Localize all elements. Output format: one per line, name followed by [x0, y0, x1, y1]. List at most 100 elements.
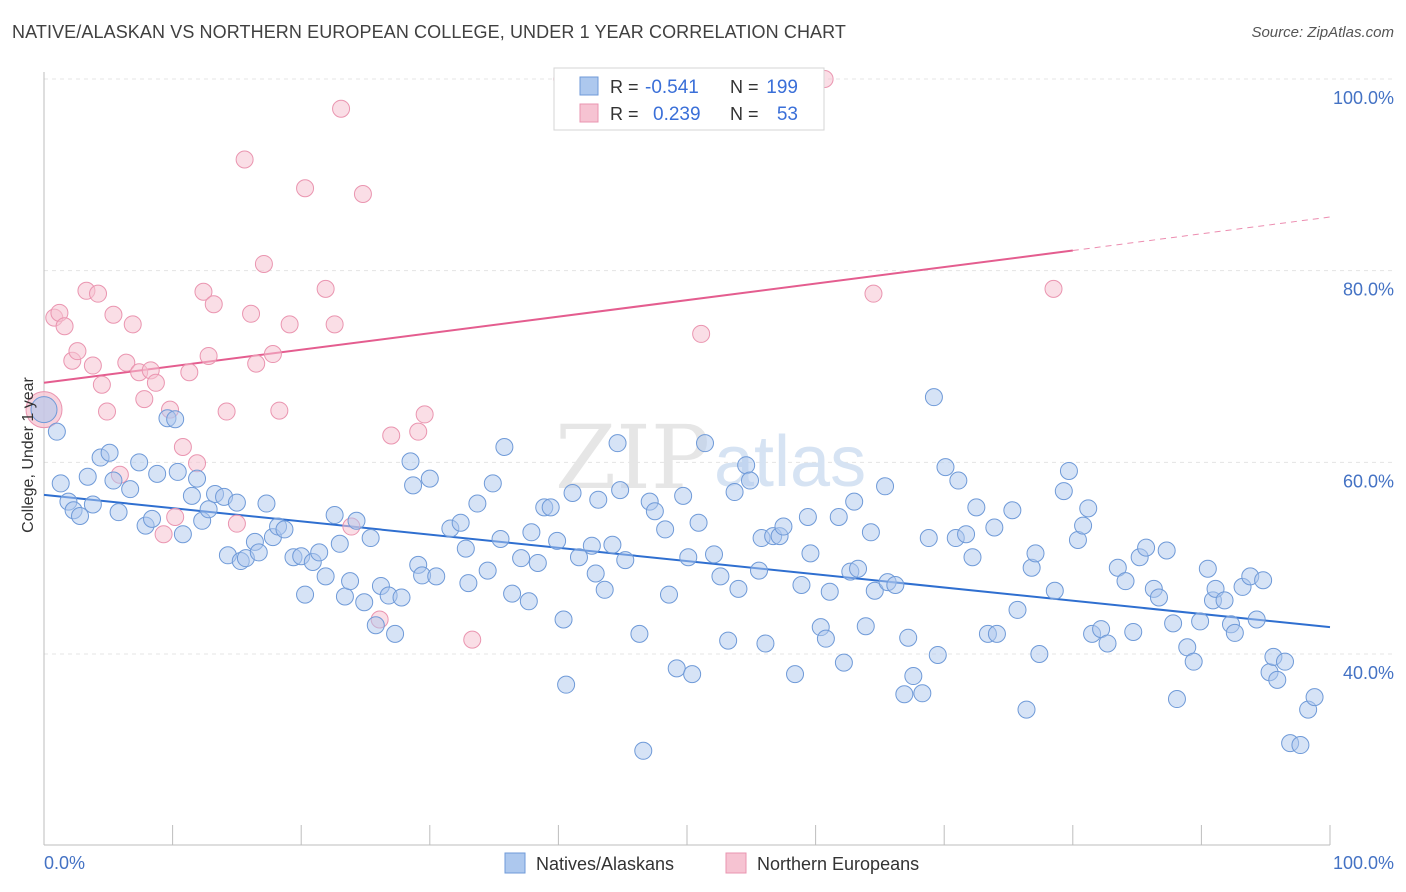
- point-natives-alaskans: [1268, 670, 1287, 689]
- point-natives-alaskans: [563, 484, 582, 502]
- point-natives-alaskans: [729, 579, 748, 598]
- bottom-legend-label-northern: Northern Europeans: [757, 854, 919, 874]
- point-natives-alaskans: [1275, 652, 1294, 671]
- x-tick-label-max: 100.0%: [1333, 853, 1394, 873]
- point-natives-alaskans: [1215, 591, 1234, 610]
- point-natives-alaskans: [1026, 544, 1045, 563]
- point-natives-alaskans: [861, 523, 880, 542]
- x-tick-label-min: 0.0%: [44, 853, 85, 873]
- point-northern-europeans: [123, 315, 142, 334]
- point-natives-alaskans: [109, 503, 128, 522]
- point-natives-alaskans: [83, 495, 102, 514]
- point-natives-alaskans: [1167, 690, 1186, 709]
- point-natives-alaskans: [1157, 541, 1176, 560]
- point-natives-alaskans: [249, 543, 268, 562]
- point-natives-alaskans: [330, 534, 349, 553]
- point-natives-alaskans: [316, 567, 335, 586]
- point-northern-europeans: [296, 179, 315, 198]
- point-natives-alaskans: [275, 520, 294, 539]
- point-natives-alaskans: [816, 629, 835, 648]
- point-northern-europeans: [180, 363, 199, 382]
- point-natives-alaskans: [1191, 612, 1210, 631]
- point-natives-alaskans: [548, 531, 567, 550]
- point-natives-alaskans: [798, 507, 817, 526]
- point-natives-alaskans: [148, 464, 167, 483]
- point-natives-alaskans: [427, 567, 446, 586]
- point-natives-alaskans: [557, 675, 576, 694]
- chart-source: Source: ZipAtlas.com: [1251, 24, 1394, 41]
- point-northern-europeans: [1044, 279, 1063, 298]
- legend-swatch-pink: [579, 103, 599, 123]
- point-natives-alaskans: [335, 587, 354, 606]
- point-northern-europeans: [166, 507, 185, 526]
- point-northern-europeans: [194, 282, 213, 301]
- point-natives-alaskans: [820, 582, 839, 601]
- point-natives-alaskans: [679, 548, 698, 567]
- point-natives-alaskans: [895, 685, 914, 704]
- bottom-legend-swatch-blue: [504, 852, 526, 874]
- point-northern-europeans: [463, 630, 482, 649]
- point-natives-alaskans: [168, 462, 187, 481]
- point-natives-alaskans: [143, 509, 162, 528]
- point-natives-alaskans: [634, 741, 653, 760]
- point-natives-alaskans: [355, 593, 374, 612]
- point-natives-alaskans: [1054, 482, 1073, 501]
- point-northern-europeans: [864, 284, 883, 303]
- point-natives-alaskans: [341, 572, 360, 591]
- point-natives-alaskans: [1124, 622, 1143, 641]
- point-natives-alaskans: [849, 559, 868, 578]
- point-northern-europeans: [415, 405, 434, 424]
- point-natives-alaskans: [876, 477, 895, 496]
- point-natives-alaskans: [886, 576, 905, 594]
- point-natives-alaskans: [361, 529, 380, 548]
- legend-n-label-2: N =: [730, 104, 759, 124]
- point-natives-alaskans: [1254, 571, 1273, 590]
- point-natives-alaskans: [936, 458, 955, 477]
- y-axis-tick-labels: 40.0% 60.0% 80.0% 100.0%: [1333, 88, 1394, 683]
- point-natives-alaskans: [1008, 600, 1027, 619]
- legend-frame: [553, 67, 825, 131]
- point-natives-alaskans: [1184, 652, 1203, 671]
- point-natives-alaskans: [696, 434, 715, 453]
- point-natives-alaskans: [928, 645, 947, 664]
- point-northern-europeans: [98, 402, 117, 421]
- point-northern-europeans: [83, 356, 102, 375]
- point-northern-europeans: [325, 315, 344, 334]
- point-natives-alaskans: [1003, 501, 1022, 520]
- point-northern-europeans: [353, 185, 372, 203]
- point-natives-alaskans: [386, 624, 405, 643]
- point-natives-alaskans: [924, 388, 943, 407]
- point-natives-alaskans: [1305, 688, 1324, 707]
- point-northern-europeans: [316, 279, 335, 298]
- point-natives-alaskans: [459, 574, 478, 593]
- point-northern-europeans: [217, 402, 236, 421]
- point-natives-alaskans: [51, 474, 70, 493]
- point-northern-europeans: [263, 345, 282, 364]
- point-northern-europeans: [409, 422, 428, 441]
- point-natives-alaskans: [985, 518, 1004, 537]
- point-northern-europeans: [188, 454, 207, 473]
- point-natives-alaskans: [659, 585, 678, 604]
- point-natives-alaskans: [554, 610, 573, 629]
- point-natives-alaskans: [963, 548, 982, 567]
- point-natives-alaskans: [1247, 610, 1266, 629]
- point-natives-alaskans: [608, 434, 627, 453]
- point-natives-alaskans: [78, 467, 97, 486]
- point-northern-europeans: [55, 317, 74, 336]
- point-natives-alaskans: [586, 564, 605, 583]
- point-natives-alaskans: [1108, 558, 1127, 577]
- point-natives-alaskans: [296, 585, 315, 604]
- point-natives-alaskans: [801, 544, 820, 563]
- legend-n-label-1: N =: [730, 77, 759, 97]
- point-northern-europeans: [89, 284, 108, 303]
- point-natives-alaskans: [1074, 516, 1093, 535]
- point-natives-alaskans: [528, 553, 547, 572]
- point-natives-alaskans: [257, 494, 276, 513]
- y-tick-label-40: 40.0%: [1343, 663, 1394, 683]
- legend-r-label-2: R =: [610, 104, 639, 124]
- point-natives-alaskans: [829, 507, 848, 526]
- point-natives-alaskans: [845, 492, 864, 511]
- point-natives-alaskans: [1116, 572, 1135, 591]
- point-natives-alaskans: [420, 469, 439, 488]
- point-natives-alaskans: [967, 498, 986, 517]
